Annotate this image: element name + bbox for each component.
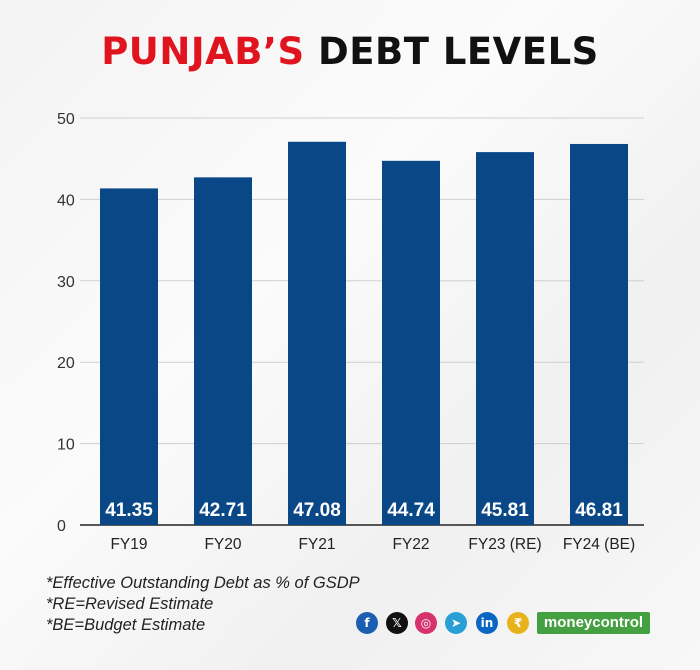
y-tick-label: 30	[57, 274, 75, 291]
y-tick-label: 10	[57, 437, 75, 454]
footnotes: *Effective Outstanding Debt as % of GSDP…	[46, 573, 360, 636]
bar	[476, 152, 534, 525]
linkedin-icon[interactable]: in	[476, 612, 498, 634]
title-rest: DEBT LEVELS	[318, 30, 599, 73]
moneycontrol-logo: moneycontrol	[537, 612, 650, 634]
bar-value-label: 44.74	[387, 500, 435, 521]
x-tick-label: FY19	[110, 536, 147, 553]
bar-value-label: 42.71	[199, 500, 247, 521]
x-icon[interactable]: 𝕏	[386, 612, 408, 634]
x-tick-label: FY23 (RE)	[468, 536, 541, 553]
chart-title: PUNJAB’S DEBT LEVELS	[0, 30, 700, 73]
y-tick-label: 50	[57, 111, 75, 128]
bar-value-label: 45.81	[481, 500, 529, 521]
bar	[570, 143, 628, 525]
title-highlight: PUNJAB’S	[101, 30, 305, 73]
bar-value-label: 47.08	[293, 500, 341, 521]
bar	[288, 141, 346, 525]
telegram-icon[interactable]: ➤	[445, 612, 467, 634]
y-tick-label: 0	[57, 518, 66, 535]
moneycontrol-coin-icon[interactable]: ₹	[507, 612, 529, 634]
y-tick-label: 20	[57, 355, 75, 372]
footnote-gsdp: *Effective Outstanding Debt as % of GSDP	[46, 574, 360, 592]
x-tick-label: FY22	[392, 536, 429, 553]
bar-value-label: 46.81	[575, 500, 623, 521]
bar-value-label: 41.35	[105, 500, 153, 521]
instagram-icon[interactable]: ◎	[415, 612, 437, 634]
facebook-icon[interactable]: f	[356, 612, 378, 634]
bar-chart: 0 10 20 30 40 50 41.35 FY19 42.71 FY20 47.08 FY21 44…	[57, 111, 644, 553]
footnote-re: *RE=Revised Estimate	[46, 595, 214, 613]
footnote-be: *BE=Budget Estimate	[46, 616, 206, 634]
bar	[382, 160, 440, 525]
x-tick-label: FY24 (BE)	[563, 536, 635, 553]
x-tick-label: FY21	[298, 536, 335, 553]
bar	[100, 188, 158, 525]
y-tick-label: 40	[57, 192, 75, 209]
bar	[194, 177, 252, 525]
x-tick-label: FY20	[204, 536, 241, 553]
